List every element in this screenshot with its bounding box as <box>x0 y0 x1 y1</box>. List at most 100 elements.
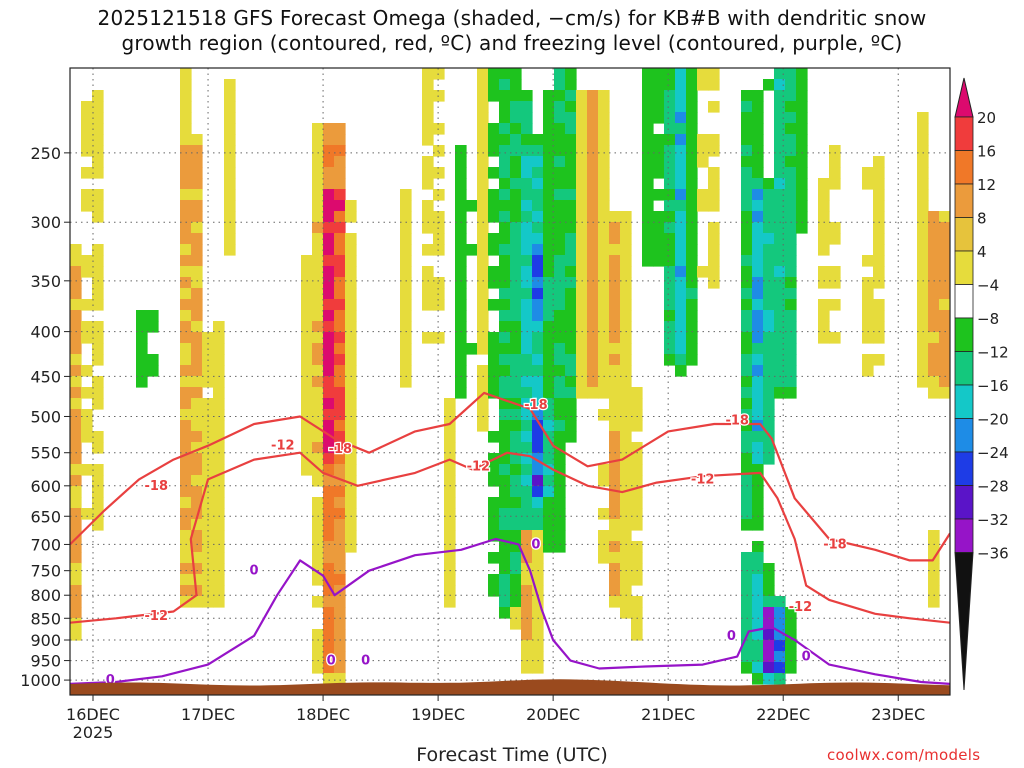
contour-label: 0 <box>106 673 115 688</box>
omega-cell <box>543 233 555 245</box>
omega-cell <box>752 277 764 289</box>
omega-cell <box>752 343 764 355</box>
omega-cell <box>763 354 775 366</box>
source-credit[interactable]: coolwx.com/models <box>827 746 981 764</box>
omega-cell <box>323 156 335 168</box>
colorbar-label: −36 <box>977 545 1009 563</box>
omega-cell <box>554 145 566 157</box>
omega-cell <box>873 200 885 212</box>
omega-cell <box>774 167 786 179</box>
omega-cell <box>323 574 335 586</box>
omega-cell <box>928 277 940 289</box>
omega-cell <box>928 541 940 553</box>
omega-cell <box>323 233 335 245</box>
omega-cell <box>741 178 753 190</box>
omega-cell <box>334 486 346 498</box>
omega-cell <box>708 189 720 201</box>
omega-cell <box>312 343 324 355</box>
omega-cell <box>576 145 588 157</box>
omega-cell <box>488 387 500 399</box>
omega-cell <box>180 530 192 542</box>
omega-cell <box>609 563 621 575</box>
omega-cell <box>543 453 555 465</box>
omega-cell <box>499 310 511 322</box>
omega-cell <box>323 618 335 630</box>
omega-cell <box>741 398 753 410</box>
omega-cell <box>917 112 929 124</box>
omega-cell <box>741 211 753 223</box>
omega-cell <box>455 266 467 278</box>
omega-cell <box>499 398 511 410</box>
omega-cell <box>653 112 665 124</box>
omega-cell <box>939 332 950 344</box>
colorbar-segment <box>954 217 974 252</box>
omega-cell <box>532 233 544 245</box>
omega-cell <box>81 387 93 399</box>
omega-cell <box>510 497 522 509</box>
omega-cell <box>433 68 445 80</box>
omega-cell <box>741 409 753 421</box>
omega-cell <box>917 200 929 212</box>
y-tick-label: 300 <box>30 213 61 232</box>
omega-cell <box>741 167 753 179</box>
omega-cell <box>939 244 950 256</box>
omega-cell <box>785 332 797 344</box>
omega-cell <box>829 167 841 179</box>
omega-cell <box>191 563 203 575</box>
omega-cell <box>741 101 753 113</box>
omega-cell <box>862 321 874 333</box>
omega-cell <box>752 629 764 641</box>
omega-cell <box>521 651 533 663</box>
omega-cell <box>565 310 577 322</box>
omega-cell <box>532 156 544 168</box>
omega-cell <box>521 178 533 190</box>
omega-cell <box>444 585 456 597</box>
omega-cell <box>664 112 676 124</box>
omega-cell <box>477 277 489 289</box>
omega-cell <box>565 376 577 388</box>
omega-cell <box>752 442 764 454</box>
omega-cell <box>312 365 324 377</box>
omega-cell <box>499 497 511 509</box>
omega-cell <box>180 299 192 311</box>
omega-cell <box>917 222 929 234</box>
omega-cell <box>521 200 533 212</box>
omega-cell <box>752 673 764 685</box>
omega-cell <box>499 277 511 289</box>
omega-cell <box>829 156 841 168</box>
omega-cell <box>521 453 533 465</box>
omega-cell <box>774 596 786 608</box>
omega-cell <box>510 321 522 333</box>
omega-cell <box>708 101 720 113</box>
omega-cell <box>543 321 555 333</box>
omega-cell <box>301 420 313 432</box>
colorbar-segment <box>954 150 974 185</box>
omega-cell <box>675 277 687 289</box>
omega-cell <box>774 222 786 234</box>
omega-cell <box>653 255 665 267</box>
omega-cell <box>664 90 676 102</box>
omega-cell <box>576 101 588 113</box>
omega-cell <box>499 178 511 190</box>
omega-cell <box>191 299 203 311</box>
omega-cell <box>70 343 82 355</box>
omega-cell <box>334 156 346 168</box>
omega-cell <box>873 178 885 190</box>
omega-cell <box>741 321 753 333</box>
terrain-surface <box>70 679 950 695</box>
omega-cell <box>675 354 687 366</box>
omega-cell <box>323 607 335 619</box>
omega-cell <box>917 123 929 135</box>
omega-cell <box>70 365 82 377</box>
omega-cell <box>631 519 643 531</box>
omega-cell <box>752 200 764 212</box>
omega-cell <box>785 167 797 179</box>
omega-cell <box>521 112 533 124</box>
omega-cell <box>345 332 357 344</box>
omega-cell <box>774 200 786 212</box>
omega-cell <box>400 244 412 256</box>
omega-cell <box>499 519 511 531</box>
omega-cell <box>598 200 610 212</box>
omega-cell <box>334 376 346 388</box>
omega-cell <box>70 310 82 322</box>
